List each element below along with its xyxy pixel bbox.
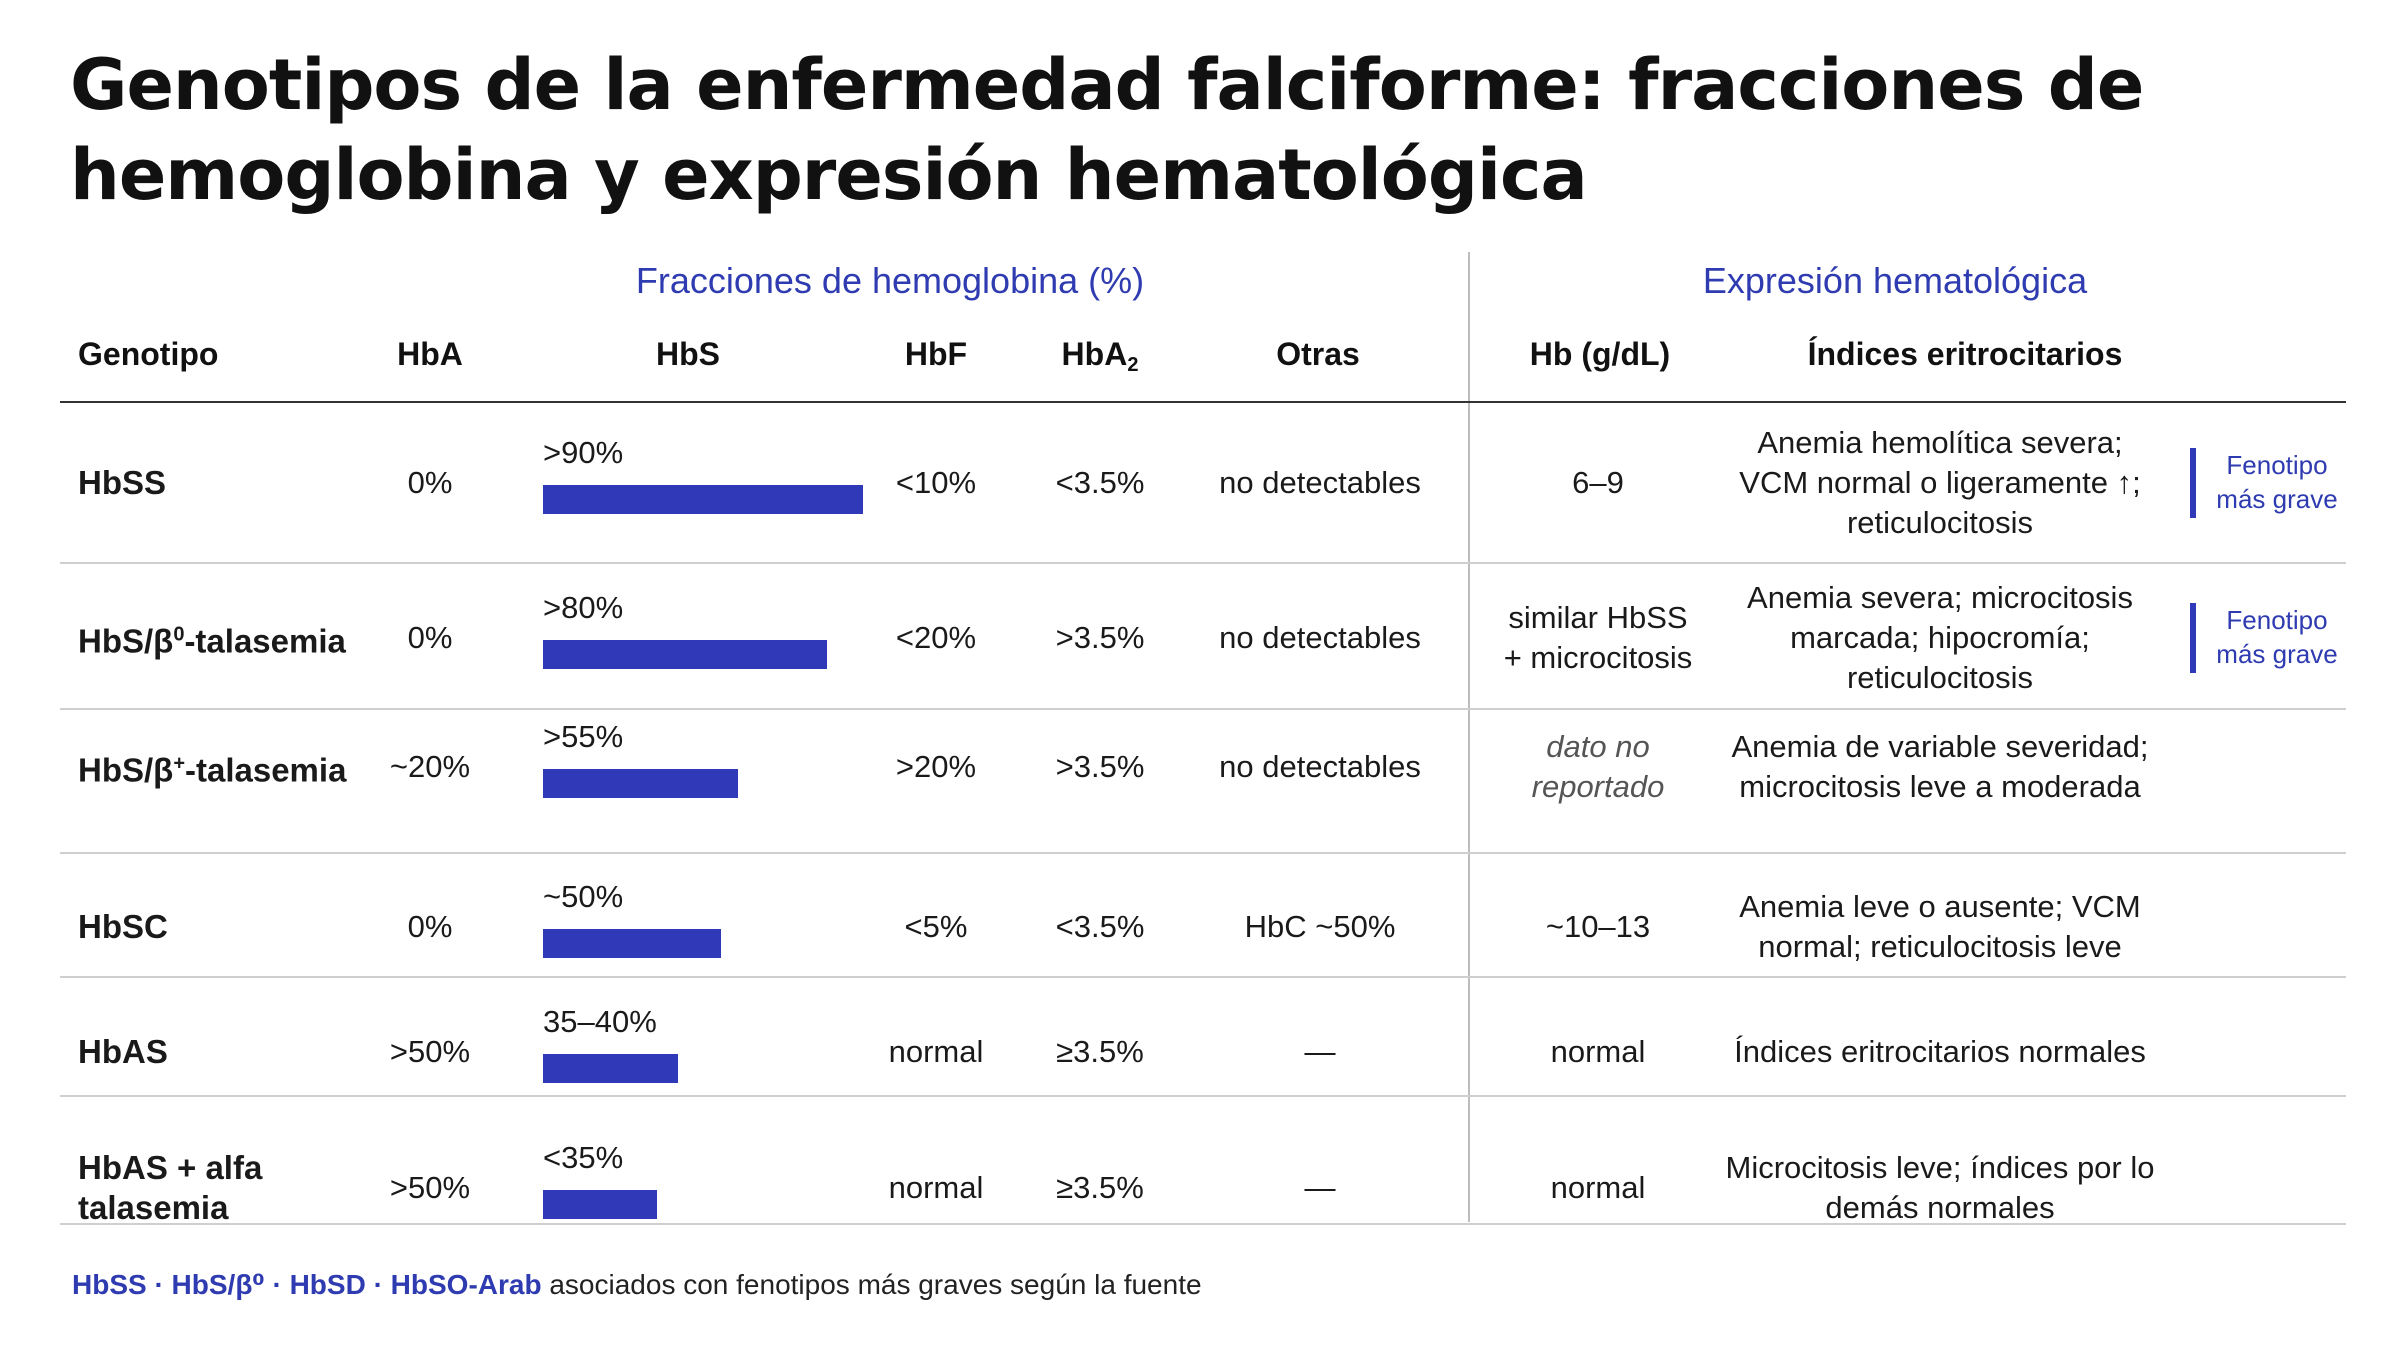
hba2-cell: <3.5%	[1055, 909, 1145, 944]
hba-cell: ~20%	[389, 749, 471, 784]
genotype-cell: HbSS	[78, 463, 338, 503]
hb-cell: 6–9	[1572, 465, 1624, 500]
indices-cell: Anemia severa; microcitosis marcada; hip…	[1747, 580, 2133, 695]
group-title-fractions: Fracciones de hemoglobina (%)	[635, 260, 1145, 301]
hbf-cell: <10%	[895, 465, 977, 500]
genotype-name: HbSS	[78, 464, 167, 501]
row-rule	[60, 852, 2346, 854]
header-hb: Hb (g/dL)	[1529, 336, 1671, 372]
hbf-cell: <5%	[904, 909, 968, 944]
hbf-cell: normal	[888, 1170, 984, 1205]
footer-text: asociados con fenotipos más graves según…	[541, 1269, 1202, 1300]
hb-cell: normal	[1550, 1034, 1646, 1069]
row-rule	[60, 1223, 2346, 1225]
other-cell: no detectables	[1219, 749, 1421, 784]
hba2-cell: >3.5%	[1055, 749, 1145, 784]
header-hba2: HbA2	[1062, 336, 1139, 377]
hba2-cell: ≥3.5%	[1056, 1170, 1144, 1205]
hb-cell: similar HbSS + microcitosis	[1503, 600, 1693, 675]
genotype-cell: HbAS + alfa talasemia	[78, 1148, 338, 1228]
hbs-bar	[543, 640, 827, 669]
hba-cell: 0%	[407, 465, 453, 500]
indices-cell: Anemia hemolítica severa; VCM normal o l…	[1739, 425, 2141, 540]
header-rule	[60, 401, 2346, 403]
other-cell: HbC ~50%	[1244, 909, 1396, 944]
hbs-bar	[543, 1190, 657, 1219]
indices-cell: Microcitosis leve; índices por lo demás …	[1725, 1150, 2155, 1225]
genotype-suffix: -talasemia	[184, 622, 346, 660]
hb-cell: dato no reportado	[1531, 729, 1665, 804]
hba-cell: 0%	[407, 909, 453, 944]
footer-note: HbSS · HbS/β⁰ · HbSD · HbSO-Arab asociad…	[72, 1268, 1202, 1301]
row-rule	[60, 1095, 2346, 1097]
genotype-cell: HbAS	[78, 1032, 338, 1072]
other-cell: no detectables	[1219, 620, 1421, 655]
hbs-value-label: >90%	[543, 435, 624, 470]
header-hba: HbA	[397, 336, 463, 372]
vertical-divider	[1468, 252, 1470, 1222]
hbs-value-label: 35–40%	[543, 1004, 657, 1039]
hb-cell: normal	[1550, 1170, 1646, 1205]
hba2-cell: >3.5%	[1055, 620, 1145, 655]
hbs-value-label: >55%	[543, 719, 624, 754]
other-cell: —	[1304, 1034, 1336, 1069]
hb-cell: ~10–13	[1545, 909, 1651, 944]
header-hba2-sub: 2	[1127, 354, 1139, 376]
genotype-name: HbAS + alfa talasemia	[78, 1149, 263, 1226]
genotype-superscript: +	[173, 752, 185, 775]
genotype-cell: HbS/β+-talasemia	[78, 744, 346, 791]
hbf-cell: <20%	[895, 620, 977, 655]
genotype-suffix: -talasemia	[185, 751, 347, 789]
genotype-name: HbS/β	[78, 751, 174, 789]
row-rule	[60, 562, 2346, 564]
header-genotype: Genotipo	[78, 336, 219, 372]
other-cell: no detectables	[1219, 465, 1421, 500]
genotype-name: HbSC	[78, 908, 168, 945]
severity-badge: Fenotipo más grave	[2190, 603, 2340, 673]
hbf-cell: normal	[888, 1034, 984, 1069]
page-title: Genotipos de la enfermedad falciforme: f…	[70, 44, 2144, 216]
hbs-value-label: ~50%	[543, 879, 624, 914]
hbs-value-label: <35%	[543, 1140, 624, 1175]
severity-badge: Fenotipo más grave	[2190, 448, 2340, 518]
hbs-bar	[543, 929, 721, 958]
header-other: Otras	[1276, 336, 1360, 372]
indices-cell: Índices eritrocitarios normales	[1734, 1034, 2146, 1069]
other-cell: —	[1304, 1170, 1336, 1205]
group-title-hematologic: Expresión hematológica	[1702, 260, 2088, 301]
hbs-bar	[543, 485, 863, 514]
hba-cell: 0%	[407, 620, 453, 655]
header-hbf: HbF	[904, 336, 968, 372]
row-rule	[60, 976, 2346, 978]
indices-cell: Anemia leve o ausente; VCM normal; retic…	[1739, 889, 2141, 964]
genotype-cell: HbSC	[78, 907, 338, 947]
genotype-cell: HbS/β0-talasemia	[78, 615, 346, 662]
footer-highlight: HbSS · HbS/β⁰ · HbSD · HbSO-Arab	[72, 1269, 542, 1300]
hbs-value-label: >80%	[543, 590, 624, 625]
hba2-cell: ≥3.5%	[1056, 1034, 1144, 1069]
genotype-superscript: 0	[173, 623, 185, 646]
hba2-cell: <3.5%	[1055, 465, 1145, 500]
header-indices: Índices eritrocitarios	[1807, 336, 2123, 372]
hbs-bar	[543, 769, 738, 798]
hbs-bar	[543, 1054, 678, 1083]
genotype-name: HbS/β	[78, 622, 174, 660]
hbf-cell: >20%	[895, 749, 977, 784]
row-rule	[60, 708, 2346, 710]
hba-cell: >50%	[389, 1170, 471, 1205]
indices-cell: Anemia de variable severidad; microcitos…	[1731, 729, 2149, 804]
header-hba2-main: HbA	[1061, 336, 1128, 372]
hba-cell: >50%	[389, 1034, 471, 1069]
genotype-name: HbAS	[78, 1033, 168, 1070]
header-hbs: HbS	[656, 336, 720, 372]
